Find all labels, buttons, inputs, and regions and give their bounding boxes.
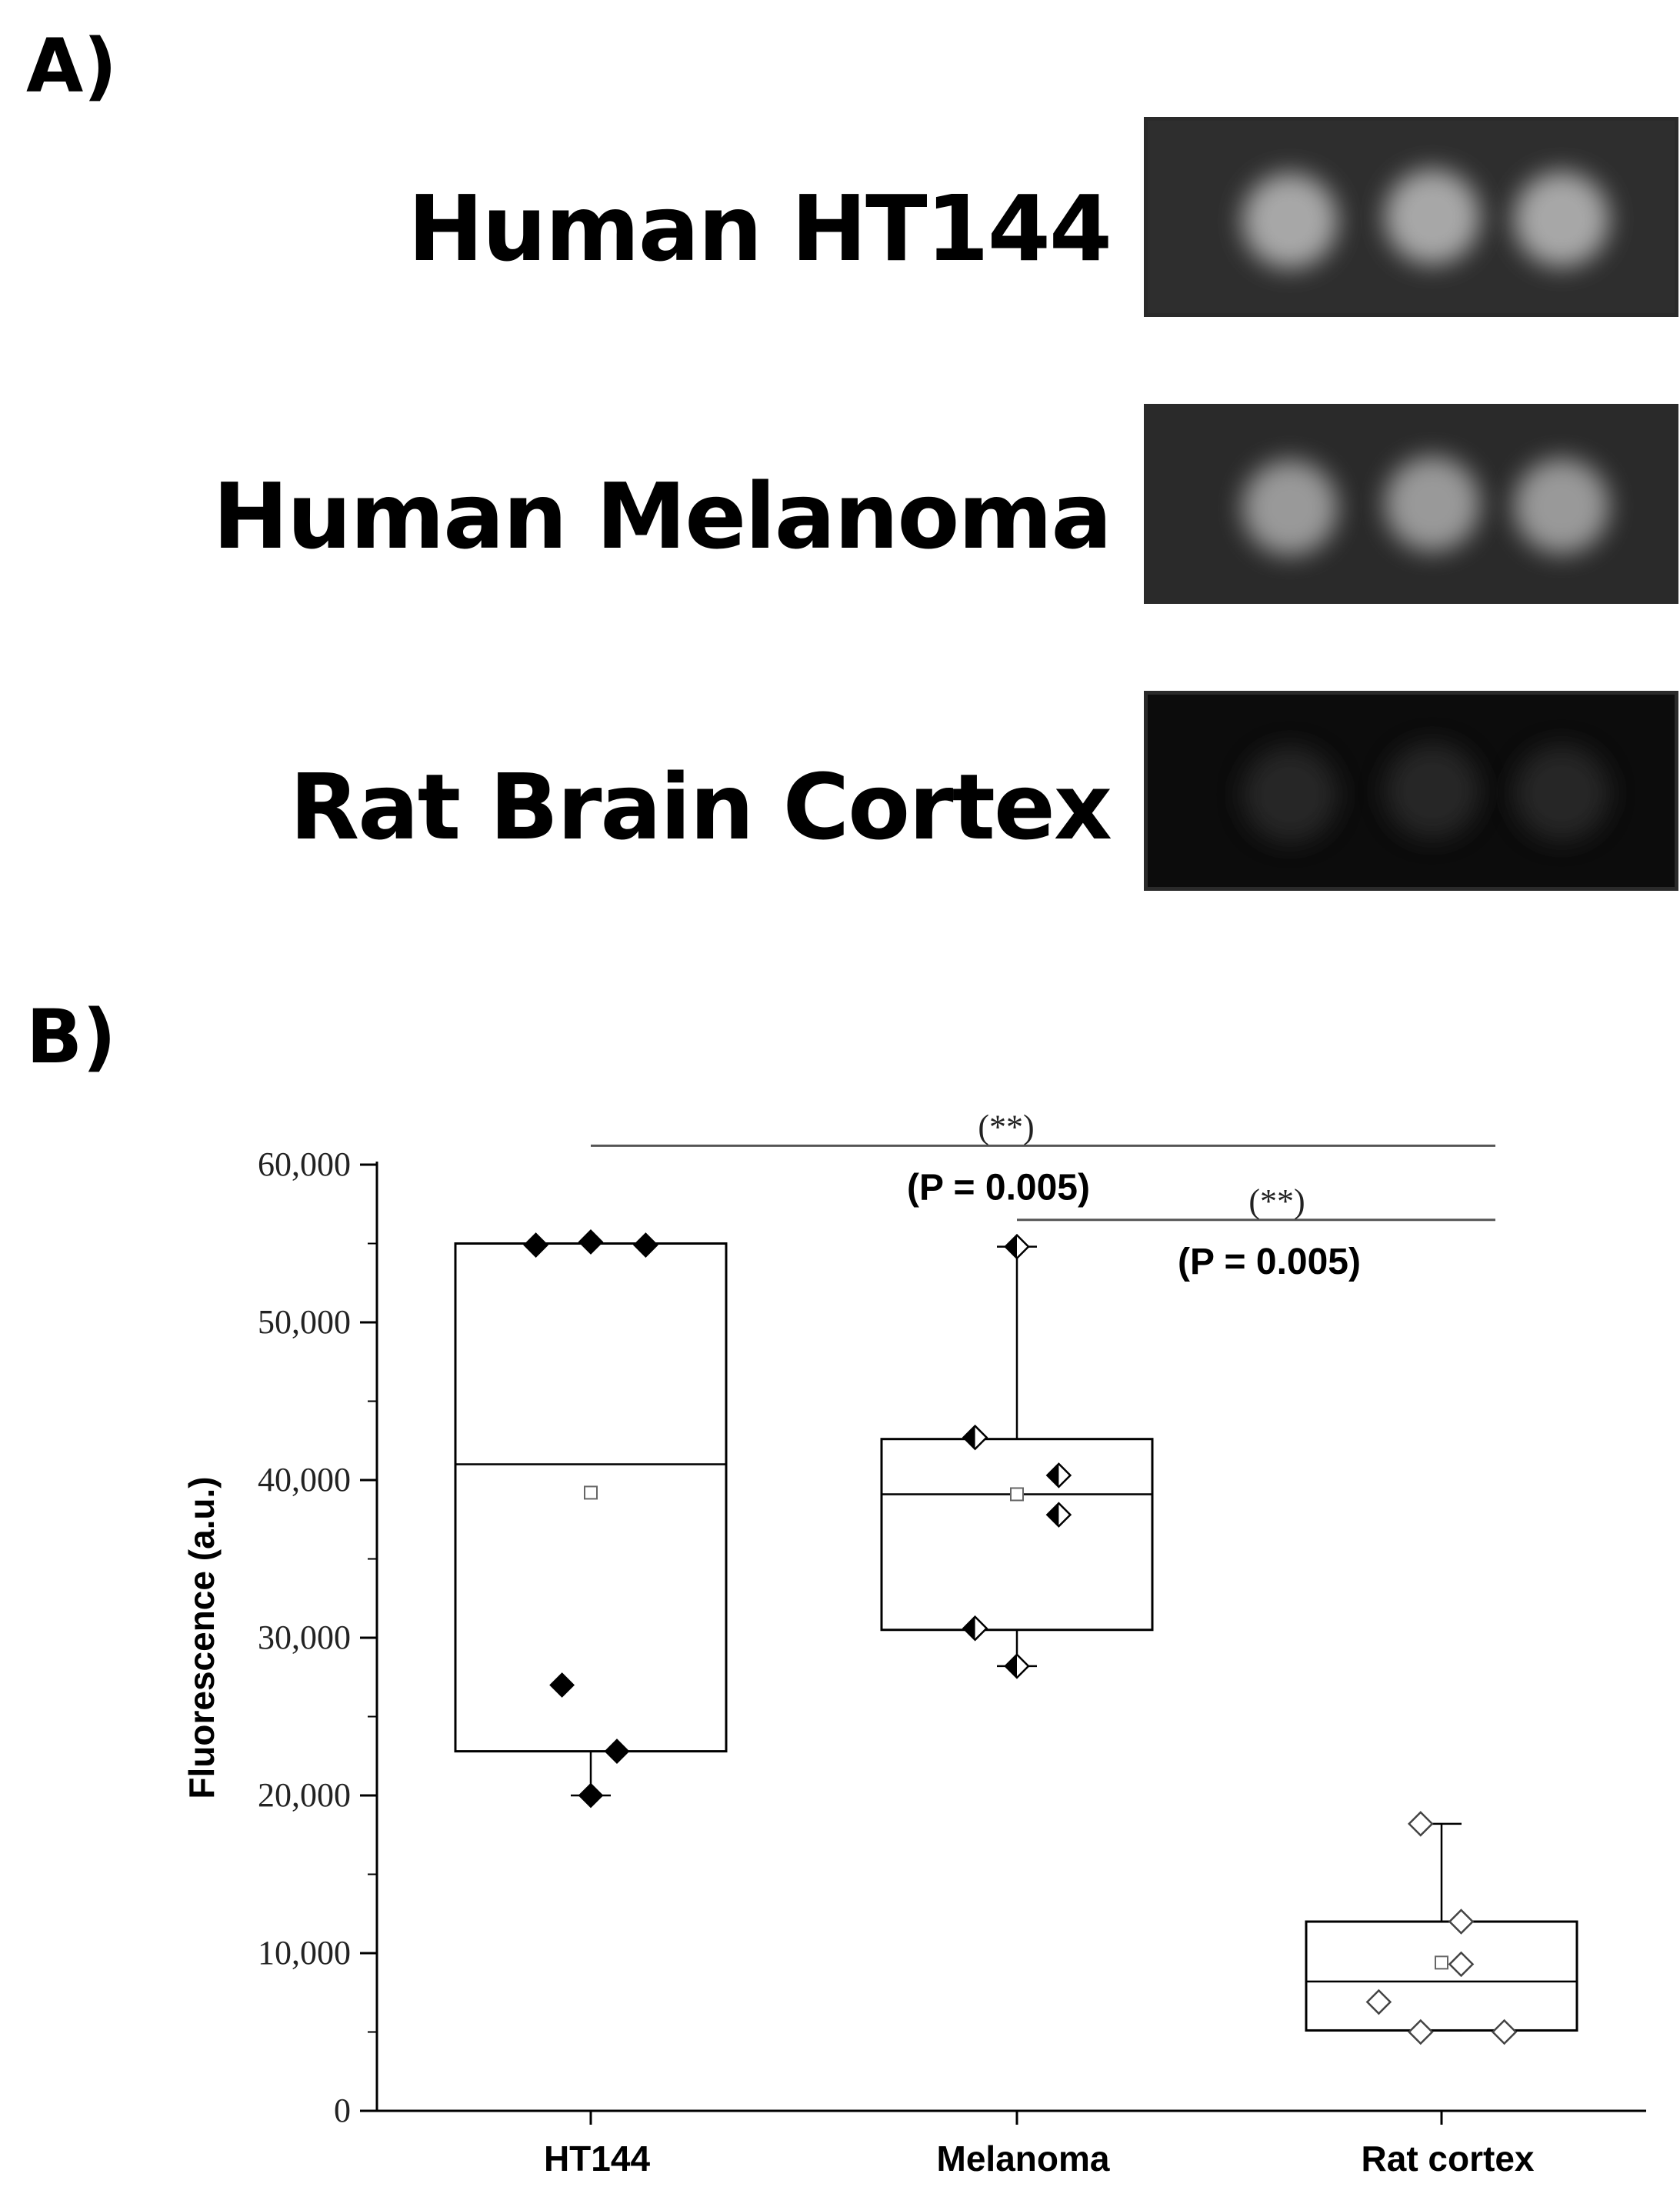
sample-name-ht144: Human HT144 [408, 175, 1112, 282]
significance-p-value-1: (P = 0.005) [907, 1167, 1090, 1208]
mean-marker-melanoma [1010, 1487, 1024, 1502]
blot-spot-3 [1514, 458, 1609, 554]
blot-spot-1 [1242, 460, 1338, 555]
y-tick-label: 0 [334, 2092, 351, 2129]
panel-a-label: A) [26, 23, 118, 109]
sample-name-melanoma: Human Melanoma [212, 463, 1112, 569]
data-point-ht144-5 [604, 1739, 630, 1765]
box-rat-cortex [1305, 1920, 1578, 2032]
data-point-ht144-4 [549, 1672, 575, 1698]
blot-spot-2 [1385, 743, 1480, 838]
significance-stars-2: (**) [1248, 1182, 1305, 1220]
mean-marker-rat-cortex [1435, 1955, 1448, 1970]
data-point-melanoma-6-fill [1005, 1654, 1017, 1678]
blot-spot-2 [1385, 456, 1480, 552]
x-tick-label-rat-cortex: Rat cortex [1362, 2139, 1535, 2179]
significance-p-value-2: (P = 0.005) [1178, 1242, 1361, 1282]
blot-spot-2 [1385, 169, 1480, 265]
x-tick-label-melanoma: Melanoma [937, 2139, 1110, 2179]
data-point-melanoma-5-fill [963, 1616, 975, 1640]
y-tick-label: 60,000 [258, 1145, 351, 1183]
dot-blot-spots [1242, 743, 1609, 842]
data-point-rat-cortex-4 [1365, 1989, 1392, 2015]
dot-blot-strip-ht144 [1144, 117, 1678, 317]
blot-spot-3 [1514, 745, 1609, 841]
data-point-ht144-2 [578, 1229, 604, 1255]
blot-spot-1 [1242, 747, 1338, 842]
dot-blot-strip-melanoma [1144, 404, 1678, 604]
dot-blot-spots [1242, 169, 1609, 268]
data-point-melanoma-3-fill [1047, 1463, 1059, 1487]
data-point-rat-cortex-1 [1408, 1811, 1434, 1837]
data-point-ht144-1 [523, 1232, 549, 1258]
y-tick-label: 30,000 [258, 1619, 351, 1656]
y-tick-label: 50,000 [258, 1303, 351, 1341]
y-tick-label: 10,000 [258, 1934, 351, 1972]
y-axis-label: Fluorescence (a.u.) [182, 1476, 222, 1799]
dot-blot-spots [1242, 456, 1609, 555]
blot-spot-1 [1242, 173, 1338, 268]
sample-name-rat-brain-cortex: Rat Brain Cortex [289, 754, 1112, 860]
data-point-ht144-3 [632, 1232, 658, 1258]
data-point-rat-cortex-6 [1491, 2019, 1518, 2045]
dot-blot-strip-rat-cortex [1144, 691, 1678, 891]
significance-stars-1: (**) [978, 1108, 1034, 1145]
x-tick-label-ht144: HT144 [544, 2139, 650, 2179]
blot-spot-3 [1514, 172, 1609, 267]
data-point-melanoma-2-fill [963, 1425, 975, 1449]
box-plot-chart: 0 10,000 20,000 30,000 40,000 50,000 60,000 Flu… [182, 1108, 1646, 2179]
y-tick-label: 20,000 [258, 1776, 351, 1814]
y-tick-label: 40,000 [258, 1461, 351, 1499]
data-point-ht144-6 [578, 1782, 604, 1809]
panel-b-label: B) [26, 994, 117, 1080]
data-point-rat-cortex-5 [1408, 2019, 1434, 2045]
data-point-rat-cortex-3 [1448, 1951, 1475, 1978]
mean-marker-ht144 [584, 1485, 598, 1500]
data-point-melanoma-4-fill [1047, 1503, 1059, 1527]
box-melanoma [880, 1438, 1154, 1632]
data-point-rat-cortex-2 [1448, 1909, 1475, 1935]
data-point-melanoma-1-fill [1005, 1235, 1017, 1259]
